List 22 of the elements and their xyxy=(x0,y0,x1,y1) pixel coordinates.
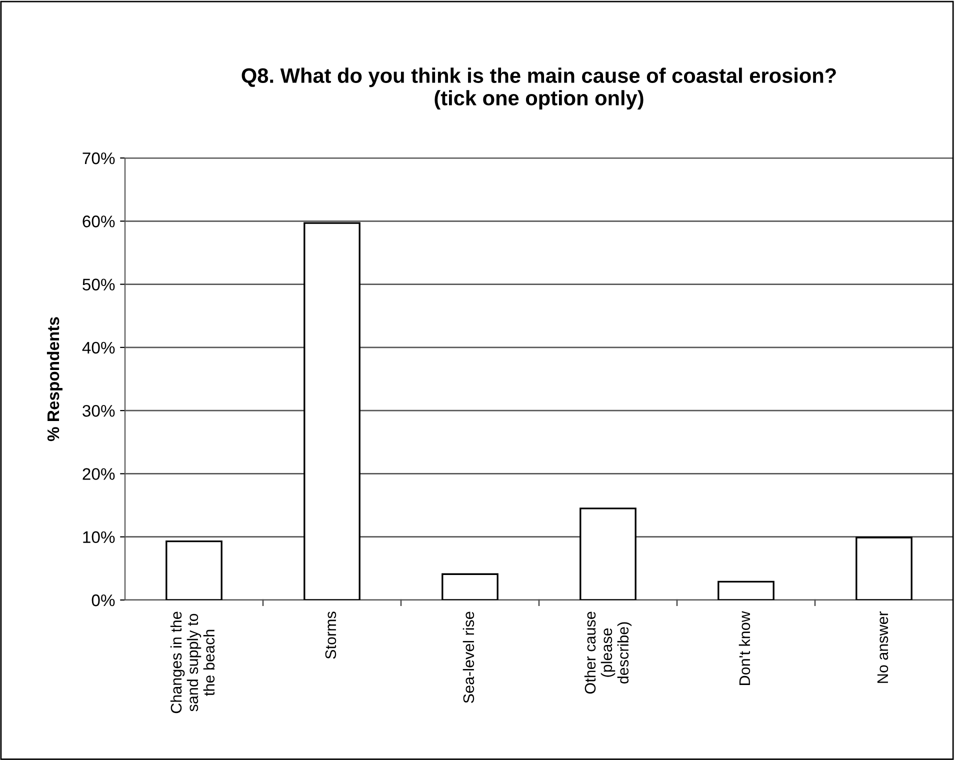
bar xyxy=(442,573,498,600)
y-tick-label: 40% xyxy=(82,342,115,354)
bar xyxy=(580,508,636,600)
y-tick-label: 20% xyxy=(82,468,115,480)
x-tick-label: Don't know xyxy=(738,611,750,685)
y-tick-label: 0% xyxy=(92,594,115,606)
y-tick-label: 10% xyxy=(83,531,115,544)
x-tick-label: No answer xyxy=(877,611,888,683)
y-axis-title: % Respondents xyxy=(46,317,62,442)
y-tick-label: 30% xyxy=(82,404,115,417)
bar xyxy=(856,536,912,600)
y-tick-label: 50% xyxy=(82,278,115,290)
x-tick-label: Changes in the sand supply to the beach xyxy=(170,612,215,714)
bar xyxy=(718,580,774,600)
bar xyxy=(166,540,222,600)
y-tick-label: 60% xyxy=(82,216,115,228)
bar xyxy=(304,222,360,600)
x-tick-label: Other cause (please describe) xyxy=(584,612,632,694)
x-tick-label: Storms xyxy=(325,612,336,659)
y-tick-label: 70% xyxy=(82,152,115,164)
chart-title: Q8. What do you think is the main cause of coastal erosion? (tick one option only) xyxy=(242,68,836,110)
x-tick-label: Sea-level rise xyxy=(462,612,474,703)
